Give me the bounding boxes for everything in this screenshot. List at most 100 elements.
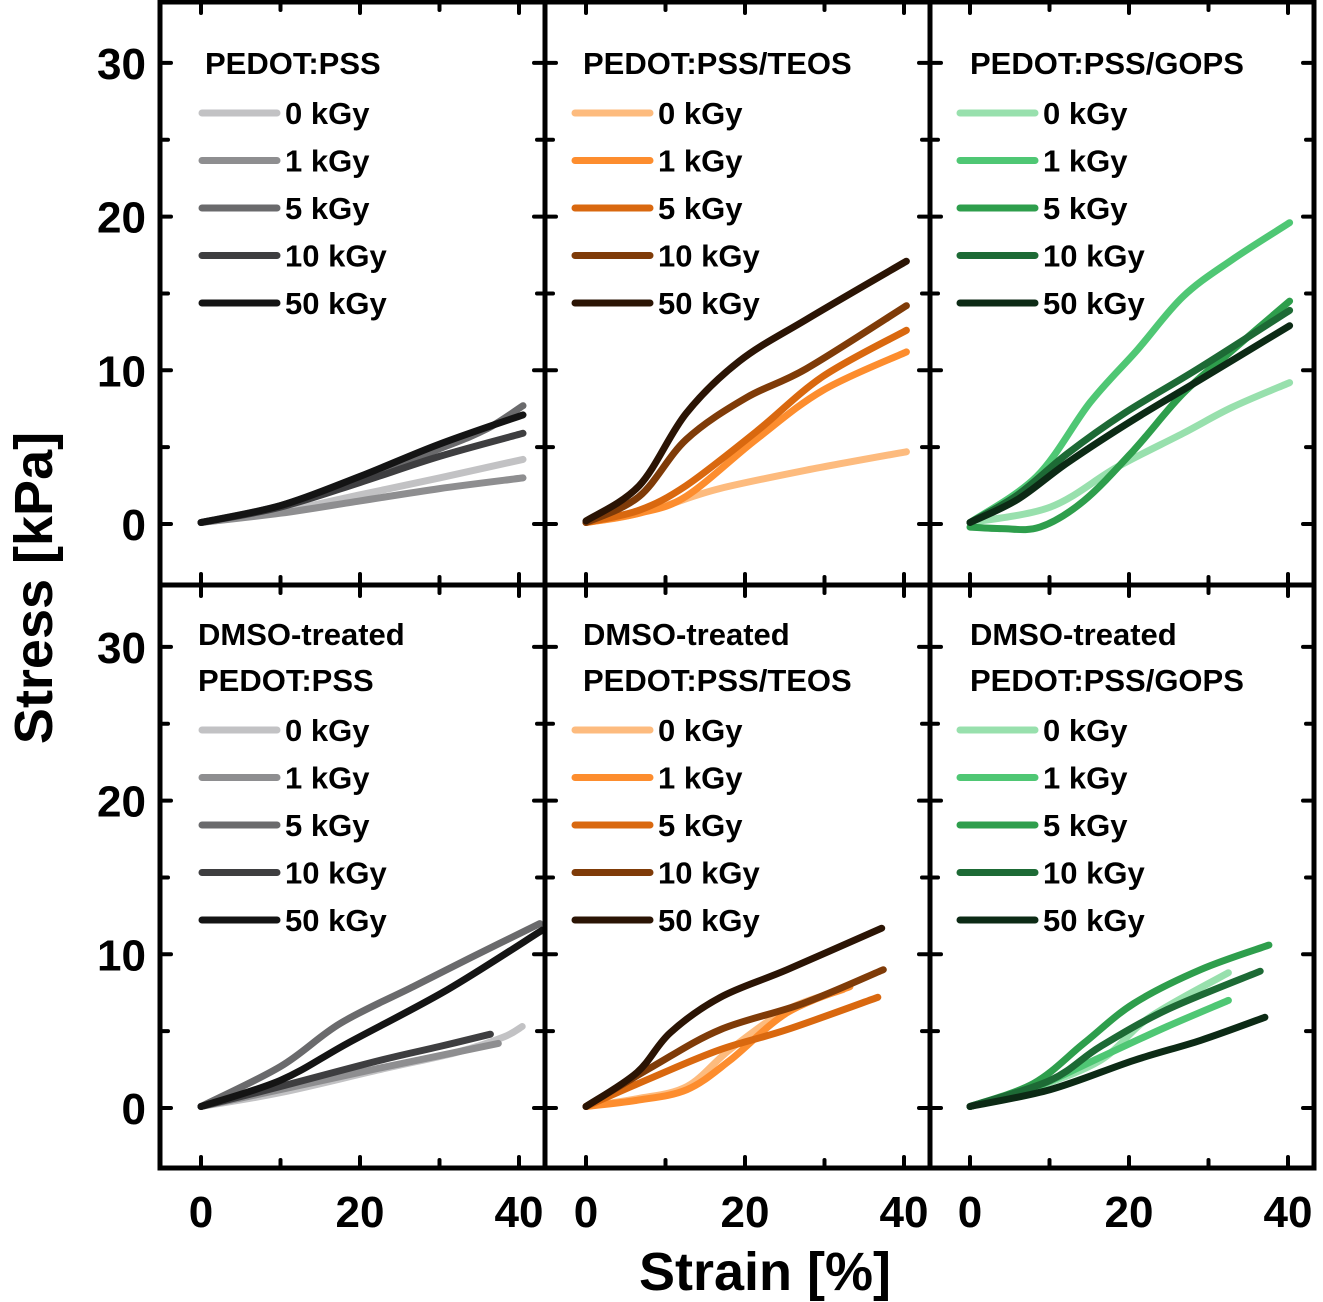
panel-1-1: DMSO-treated PEDOT:PSS/TEOS 0 kGy 1 kGy 5 kG… — [571, 617, 887, 1110]
y-tick-label: 10 — [97, 347, 146, 396]
curve-10-kgy — [582, 302, 910, 526]
legend: PEDOT:PSS 0 kGy 1 kGy 5 kGy 10 kGy 50 kGy — [198, 46, 387, 321]
x-tick-label: 40 — [1264, 1188, 1313, 1237]
curve-50-kgy — [197, 411, 527, 526]
panel-0-0: PEDOT:PSS 0 kGy 1 kGy 5 kGy 10 kGy 50 kGy — [197, 46, 527, 526]
legend-label: 50 kGy — [658, 903, 760, 938]
legend-entry: 0 kGy — [956, 96, 1128, 131]
legend: PEDOT:PSS/GOPS 0 kGy 1 kGy 5 kGy 10 kGy 50 kG… — [956, 46, 1244, 321]
legend: DMSO-treated PEDOT:PSS 0 kGy 1 kGy 5 kGy 10 k… — [198, 617, 405, 938]
legend-entry: 1 kGy — [571, 144, 743, 179]
legend-title: DMSO-treated — [198, 617, 405, 652]
legend-label: 0 kGy — [285, 713, 370, 748]
curves — [582, 257, 910, 526]
legend-entry: 10 kGy — [571, 239, 760, 274]
legend-entry: 50 kGy — [571, 286, 760, 321]
curves — [197, 920, 545, 1110]
curve-5-kgy — [966, 941, 1273, 1110]
legend-title: PEDOT:PSS/GOPS — [970, 663, 1244, 698]
curve-5-kgy — [197, 920, 544, 1110]
legend-entry: 5 kGy — [198, 191, 370, 226]
legend-label: 1 kGy — [1043, 144, 1128, 179]
tick-labels: 0 20 40 0 20 40 0 20 40 0 10 20 30 0 10 20 30 — [97, 40, 1312, 1237]
legend-entry: 0 kGy — [198, 96, 370, 131]
panel-0-2: PEDOT:PSS/GOPS 0 kGy 1 kGy 5 kGy 10 kGy 50 kG… — [956, 46, 1294, 534]
y-tick-label: 30 — [97, 624, 146, 673]
legend-label: 1 kGy — [1043, 761, 1128, 796]
legend: DMSO-treated PEDOT:PSS/GOPS 0 kGy 1 kGy 5 kG… — [956, 617, 1244, 938]
legend-entry: 1 kGy — [956, 761, 1128, 796]
legend-label: 0 kGy — [658, 96, 743, 131]
y-tick-label: 10 — [97, 931, 146, 980]
axis-labels-layer: Strain [%] Stress [kPa] — [4, 432, 891, 1302]
x-tick-label: 20 — [336, 1188, 385, 1237]
frame-layer: 0 20 40 0 20 40 0 20 40 0 10 20 30 0 10 20 30 — [97, 0, 1317, 1237]
legend-label: 0 kGy — [285, 96, 370, 131]
y-tick-label: 30 — [97, 40, 146, 89]
legend-label: 1 kGy — [285, 761, 370, 796]
legend-label: 5 kGy — [658, 191, 743, 226]
legend-title: PEDOT:PSS/TEOS — [583, 46, 852, 81]
x-tick-label: 0 — [574, 1188, 598, 1237]
legend-entry: 10 kGy — [956, 239, 1145, 274]
legend-entry: 0 kGy — [198, 713, 370, 748]
legend-title: DMSO-treated — [970, 617, 1177, 652]
legend-label: 10 kGy — [1043, 856, 1145, 891]
y-tick-label: 20 — [97, 778, 146, 827]
legend-entry: 5 kGy — [956, 191, 1128, 226]
x-tick-label: 40 — [495, 1188, 544, 1237]
legend-label: 1 kGy — [658, 144, 743, 179]
curve-10-kgy — [966, 306, 1294, 526]
panel-1-0: DMSO-treated PEDOT:PSS 0 kGy 1 kGy 5 kGy 10 k… — [197, 617, 545, 1110]
curve-5-kgy — [582, 326, 910, 526]
legend-entry: 10 kGy — [571, 856, 760, 891]
legend-label: 0 kGy — [1043, 713, 1128, 748]
legend-entry: 10 kGy — [198, 239, 387, 274]
legend-entry: 50 kGy — [198, 903, 387, 938]
curve-50-kgy — [966, 322, 1294, 526]
curve-1-kgy — [197, 474, 527, 526]
legend-label: 10 kGy — [285, 856, 387, 891]
legend-label: 5 kGy — [285, 808, 370, 843]
legend-label: 0 kGy — [1043, 96, 1128, 131]
legend-entry: 1 kGy — [956, 144, 1128, 179]
legend-label: 5 kGy — [1043, 191, 1128, 226]
legend: DMSO-treated PEDOT:PSS/TEOS 0 kGy 1 kGy 5 kG… — [571, 617, 852, 938]
legend-label: 5 kGy — [285, 191, 370, 226]
legend-label: 10 kGy — [658, 239, 760, 274]
curve-50-kgy — [582, 924, 886, 1110]
x-tick-label: 20 — [1105, 1188, 1154, 1237]
legend-label: 5 kGy — [658, 808, 743, 843]
legend-entry: 0 kGy — [571, 96, 743, 131]
y-tick-label: 0 — [122, 1085, 146, 1134]
legend-label: 10 kGy — [658, 856, 760, 891]
legend-entry: 10 kGy — [198, 856, 387, 891]
legend-title: DMSO-treated — [583, 617, 790, 652]
y-tick-label: 0 — [122, 501, 146, 550]
legend-entry: 5 kGy — [198, 808, 370, 843]
y-tick-label: 20 — [97, 194, 146, 243]
legend-title: PEDOT:PSS/GOPS — [970, 46, 1244, 81]
curve-50-kgy — [966, 1013, 1269, 1110]
legend-title: PEDOT:PSS — [198, 663, 374, 698]
legend-title: PEDOT:PSS — [205, 46, 381, 81]
curves — [966, 941, 1273, 1110]
legend-entry: 1 kGy — [571, 761, 743, 796]
legend-label: 50 kGy — [658, 286, 760, 321]
curve-0-kgy — [966, 969, 1232, 1110]
curve-50-kgy — [582, 257, 910, 525]
curve-0-kgy — [966, 379, 1294, 526]
legend-label: 10 kGy — [1043, 239, 1145, 274]
legend-entry: 5 kGy — [956, 808, 1128, 843]
legend-label: 1 kGy — [285, 144, 370, 179]
curve-50-kgy — [197, 926, 545, 1110]
curve-5-kgy — [197, 402, 527, 526]
legend-entry: 0 kGy — [571, 713, 743, 748]
legend: PEDOT:PSS/TEOS 0 kGy 1 kGy 5 kGy 10 kGy 50 kG… — [571, 46, 852, 321]
legend-label: 1 kGy — [658, 761, 743, 796]
curves — [197, 402, 527, 526]
x-tick-label: 0 — [958, 1188, 982, 1237]
curve-5-kgy — [582, 993, 882, 1110]
